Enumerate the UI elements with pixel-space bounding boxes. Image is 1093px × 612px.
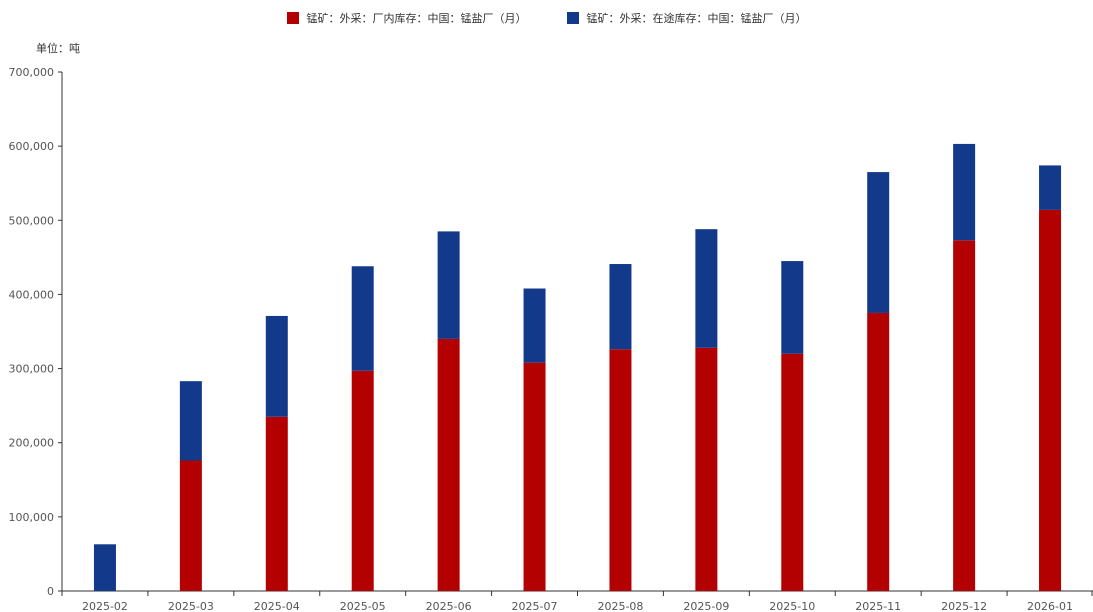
y-tick-label: 300,000	[9, 363, 55, 376]
bar-factory-inventory	[265, 416, 288, 591]
y-tick-label: 400,000	[9, 288, 55, 301]
bar-factory-inventory	[179, 460, 202, 591]
legend-item-in-transit-inventory[interactable]: 锰矿：外采：在途库存：中国：锰盐厂（月）	[566, 8, 807, 28]
bar-in-transit-inventory	[265, 315, 288, 417]
bar-in-transit-inventory	[953, 143, 976, 241]
x-tick-label: 2025-10	[769, 600, 815, 612]
bar-factory-inventory	[351, 370, 374, 591]
bar-factory-inventory	[695, 347, 718, 591]
legend-swatch-in-transit-inventory	[566, 12, 579, 24]
legend: 锰矿：外采：厂内库存：中国：锰盐厂（月） 锰矿：外采：在途库存：中国：锰盐厂（月…	[0, 8, 1093, 28]
x-tick-label: 2025-08	[597, 600, 643, 612]
bar-in-transit-inventory	[609, 264, 632, 350]
x-tick-label: 2025-03	[168, 600, 214, 612]
x-tick-label: 2025-06	[426, 600, 472, 612]
y-tick-label: 100,000	[9, 511, 55, 524]
bar-in-transit-inventory	[695, 229, 718, 348]
legend-label-factory-inventory: 锰矿：外采：厂内库存：中国：锰盐厂（月）	[306, 12, 527, 25]
legend-swatch-factory-inventory	[286, 12, 299, 24]
y-tick-label: 600,000	[9, 140, 55, 153]
bar-factory-inventory	[523, 362, 546, 591]
bar-factory-inventory	[609, 349, 632, 591]
bar-in-transit-inventory	[867, 172, 890, 313]
legend-label-in-transit-inventory: 锰矿：外采：在途库存：中国：锰盐厂（月）	[586, 12, 807, 25]
y-tick-label: 700,000	[9, 66, 55, 79]
bar-in-transit-inventory	[351, 266, 374, 371]
unit-label: 单位：吨	[36, 42, 80, 55]
bar-in-transit-inventory	[523, 288, 546, 363]
x-tick-label: 2026-01	[1027, 600, 1073, 612]
bar-in-transit-inventory	[1039, 165, 1062, 210]
y-tick-label: 500,000	[9, 214, 55, 227]
bar-in-transit-inventory	[781, 261, 804, 354]
x-tick-label: 2025-11	[855, 600, 901, 612]
x-tick-label: 2025-12	[941, 600, 987, 612]
bar-factory-inventory	[953, 240, 976, 591]
legend-item-factory-inventory[interactable]: 锰矿：外采：厂内库存：中国：锰盐厂（月）	[286, 8, 527, 28]
bar-factory-inventory	[437, 338, 460, 591]
x-tick-label: 2025-02	[82, 600, 128, 612]
bar-in-transit-inventory	[93, 544, 116, 591]
bar-in-transit-inventory	[179, 381, 202, 461]
bar-in-transit-inventory	[437, 231, 460, 339]
x-tick-label: 2025-05	[340, 600, 386, 612]
x-tick-label: 2025-09	[683, 600, 729, 612]
y-tick-label: 0	[47, 585, 54, 598]
y-tick-label: 200,000	[9, 437, 55, 450]
bar-factory-inventory	[1039, 209, 1062, 592]
x-tick-label: 2025-04	[254, 600, 300, 612]
x-tick-label: 2025-07	[512, 600, 558, 612]
bar-factory-inventory	[781, 353, 804, 591]
bar-factory-inventory	[867, 312, 890, 591]
